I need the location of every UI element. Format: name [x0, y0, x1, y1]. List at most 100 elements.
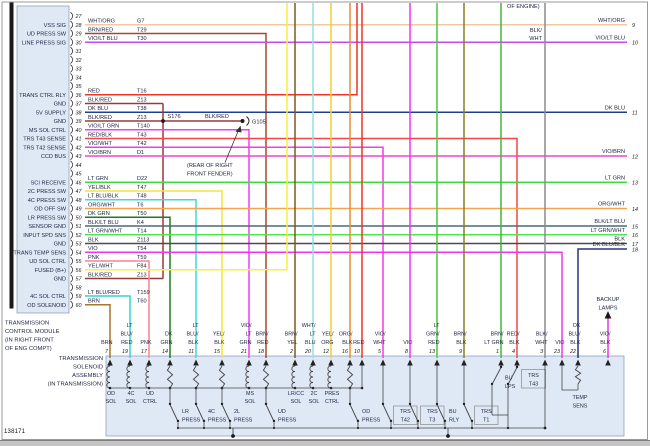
wire-circuit-label: T47	[137, 185, 147, 191]
connector-entry-arrow	[461, 359, 467, 366]
switch-blade	[221, 404, 230, 421]
tcm-pin-bracket	[70, 55, 74, 64]
blk-wht-wire-label: WHT	[529, 36, 542, 42]
connector-pin-color-label: DK	[573, 323, 581, 329]
splice-label: S176	[168, 114, 181, 120]
switch-label: T43	[529, 381, 538, 387]
switch-label-box	[521, 369, 546, 389]
connector-pin-color-label: BLK	[342, 340, 353, 346]
tcm-pin-bracket	[70, 46, 74, 56]
wire-lr-press-sw	[85, 216, 171, 358]
tcm-pin-label: GND	[54, 242, 66, 248]
wire-circuit-label: T48	[137, 194, 147, 200]
tcm-pin-bracket	[70, 20, 74, 29]
solenoid-label: UD	[146, 391, 154, 397]
wire-circuit-label: T50	[137, 211, 147, 217]
switch-label: LPS	[505, 384, 516, 390]
solenoid-label: SOL	[291, 399, 302, 405]
ground-location-note: FRONT FENDER)	[187, 172, 233, 178]
solenoid-box-label: TRANSMISSION	[59, 356, 103, 362]
solenoid-label: LR/CC	[288, 391, 304, 397]
solenoid-coil	[291, 365, 296, 389]
connector-pin-number: 17	[141, 349, 148, 355]
tcm-pin-label: VSS SIG	[44, 23, 66, 29]
tcm-pin-label: SCI RECEIVE	[31, 180, 67, 186]
ground-wire-color-label: BLK/RED	[205, 114, 229, 120]
connector-pin-number: 1	[496, 349, 499, 355]
solenoid-label: CTRL	[143, 399, 157, 405]
switch-label: PRESS	[362, 417, 381, 423]
tcm-pin-label: 4C PRESS SW	[28, 198, 67, 204]
switch-label: PRESS	[208, 417, 227, 423]
right-exit-color-label: VIO/BRN	[602, 149, 625, 155]
tcm-pin-number: 52	[76, 233, 82, 239]
tcm-pin-number: 30	[76, 40, 82, 46]
connector-entry-arrow	[347, 359, 353, 366]
solenoid-label: SOL	[106, 399, 117, 405]
tcm-pin-number: 49	[76, 207, 82, 213]
tcm-pin-bracket	[70, 230, 74, 239]
wire-circuit-label: Z13	[137, 272, 147, 278]
tcm-box-label: TRANSMISSION	[5, 321, 49, 327]
connector-pin-color-label: BLU/	[187, 332, 199, 338]
wire-circuit-label: T42	[137, 141, 147, 147]
right-exit-color-label: LT GRN	[605, 175, 625, 181]
wire-color-label: VIO/LT BLU	[88, 36, 118, 42]
wire-color-label: BLK/RED	[88, 97, 112, 103]
tcm-pin-label: LINE PRESS SIG	[22, 40, 66, 46]
tcm-pin-number: 38	[76, 110, 82, 116]
right-exit-number: 18	[632, 247, 638, 253]
right-exit-number: 12	[632, 154, 638, 160]
solenoid-box-label: SOLENOID	[73, 365, 103, 371]
tcm-box-label: CONTROL MODULE	[5, 329, 60, 335]
tcm-pin-label: 4C SOL CTRL	[30, 294, 66, 300]
wire-circuit-label: T140	[137, 124, 150, 130]
wire-trs-t42-sense	[85, 146, 384, 358]
wire-trans-ctrl-rly	[85, 3, 358, 96]
connector-entry-arrow	[193, 359, 199, 366]
switch-label: OD	[362, 409, 370, 415]
resistor-zigzag	[574, 365, 582, 385]
tcm-pin-number: 34	[76, 75, 82, 81]
connector-pin-color-label: ORG/	[339, 332, 353, 338]
switch-blade	[463, 404, 472, 421]
wire-circuit-label: T14	[137, 229, 147, 235]
tcm-pin-number: 54	[76, 250, 82, 256]
switch-label-box	[393, 405, 418, 425]
ground-note-arrowhead	[235, 125, 242, 133]
wire-color-label: LT GRN	[88, 176, 108, 182]
tcm-pin-number: 39	[76, 119, 82, 125]
switch-label: TRS	[481, 409, 492, 415]
connector-pin-number: 13	[429, 349, 435, 355]
solenoid-coil	[145, 365, 150, 389]
right-exit-number: 13	[632, 181, 638, 187]
wire-circuit-label: T6	[137, 202, 144, 208]
wire-color-label: LT GRN/WHT	[88, 229, 123, 235]
resistor-zigzag	[218, 365, 226, 389]
connector-pin-number: 14	[162, 349, 168, 355]
tcm-pin-bracket	[70, 11, 74, 21]
wire-circuit-label: Z113	[137, 237, 149, 243]
connector-pin-color-label: DK	[165, 332, 173, 338]
resistor-zigzag	[166, 365, 174, 389]
tcm-pin-number: 60	[76, 303, 82, 309]
wire-circuit-label: T54	[137, 246, 147, 252]
connector-pin-number: 2	[289, 349, 293, 355]
tcm-pin-number: 59	[76, 294, 82, 300]
connector-pin-number: 10	[354, 349, 360, 355]
tcm-pin-bracket	[70, 300, 74, 309]
wire-color-label: LT BLU/BLK	[88, 194, 119, 200]
tcm-pin-number: 56	[76, 268, 82, 274]
wire-circuit-label: T29	[137, 27, 147, 33]
wire-color-label: BRN/RED	[88, 27, 113, 33]
tcm-pin-label: 2C PRESS SW	[28, 189, 67, 195]
wire-color-label: VIO/LT GRN	[88, 124, 119, 130]
wire-circuit-label: Z13	[137, 115, 147, 121]
solenoid-label: SOL	[126, 399, 137, 405]
wire-color-label: PNK	[88, 255, 100, 261]
switch-label: T42	[401, 417, 410, 423]
tcm-pin-number: 35	[76, 84, 83, 90]
ground-label: G105	[252, 119, 266, 125]
switch-blade	[169, 404, 178, 421]
